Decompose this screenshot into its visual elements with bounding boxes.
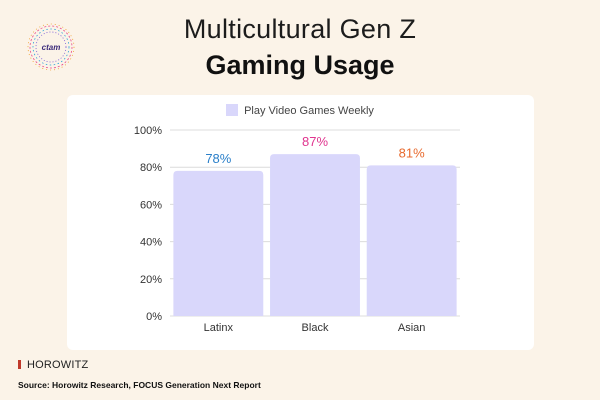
- y-tick-label: 60%: [140, 199, 162, 211]
- data-label-latinx: 78%: [205, 151, 231, 166]
- bar-black: [270, 154, 360, 316]
- legend-label: Play Video Games Weekly: [244, 105, 374, 117]
- x-tick-label-asian: Asian: [398, 322, 426, 334]
- x-tick-label-black: Black: [302, 322, 329, 334]
- page-title: Multicultural Gen Z: [183, 14, 417, 44]
- y-tick-label: 20%: [140, 274, 162, 286]
- y-tick-label: 100%: [134, 125, 162, 137]
- ctam-logo: ctam: [27, 23, 75, 71]
- horowitz-brand: HOROWITZ: [18, 359, 88, 371]
- data-label-asian: 81%: [399, 145, 425, 160]
- page-subtitle: Gaming Usage: [205, 50, 395, 80]
- x-tick-label-latinx: Latinx: [204, 322, 234, 334]
- horowitz-mark-icon: [18, 360, 25, 369]
- legend-swatch: [226, 104, 239, 116]
- horowitz-brand-text: HOROWITZ: [27, 359, 89, 371]
- source-note: Source: Horowitz Research, FOCUS Generat…: [18, 380, 261, 390]
- bar-asian: [366, 165, 457, 316]
- data-label-black: 87%: [302, 134, 328, 149]
- y-tick-label: 80%: [140, 162, 162, 174]
- y-tick-label: 0%: [146, 311, 162, 323]
- chart-legend: Play Video Games Weekly: [0, 104, 600, 117]
- bar-latinx: [173, 170, 264, 316]
- ctam-logo-text: ctam: [42, 43, 61, 52]
- y-tick-label: 40%: [140, 237, 162, 249]
